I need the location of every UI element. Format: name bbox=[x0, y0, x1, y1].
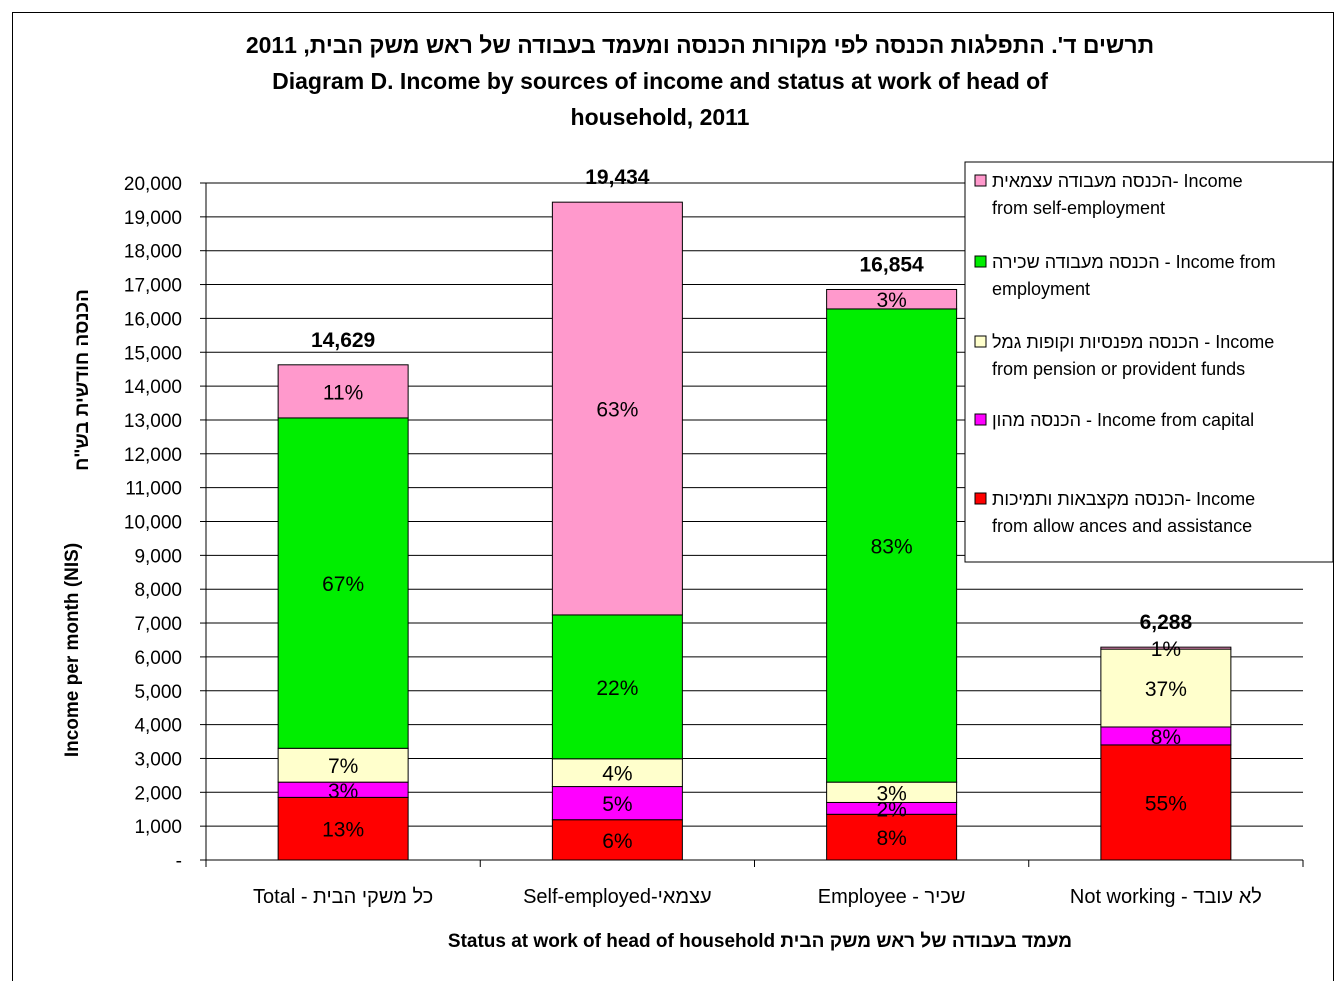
bar-segment bbox=[1100, 646, 1232, 650]
x-category-label: כל משקי הבית - Total bbox=[253, 886, 433, 908]
y-tick-label: 3,000 bbox=[134, 749, 182, 770]
y-tick-label: 8,000 bbox=[134, 580, 182, 601]
bar-segment bbox=[551, 201, 683, 616]
segment-percent-label: 8% bbox=[1151, 726, 1181, 749]
x-axis-categories: כל משקי הבית - Total עצמאי-Self-employed ש… bbox=[253, 886, 1262, 908]
legend-label-line2: from pension or provident funds bbox=[992, 359, 1245, 379]
segment-percent-label: 11% bbox=[323, 381, 363, 404]
segment-percent-label: 13% bbox=[322, 819, 364, 842]
y-tick-label: 14,000 bbox=[124, 377, 182, 398]
segment-percent-label: 3% bbox=[328, 780, 358, 803]
bar-total-label: 6,288 bbox=[1140, 611, 1193, 634]
legend-swatch bbox=[974, 492, 987, 505]
legend-label: הכנסה מעבודה עצמאית- Income bbox=[992, 171, 1243, 191]
y-tick-label: 19,000 bbox=[124, 208, 182, 229]
x-category-label: שכיר - Employee bbox=[818, 886, 966, 908]
segment-percent-label: 3% bbox=[876, 289, 906, 312]
segment-percent-label: 6% bbox=[602, 830, 632, 853]
y-tick-label: 5,000 bbox=[134, 682, 182, 703]
bar-segment bbox=[1100, 744, 1232, 861]
axes bbox=[205, 183, 1304, 867]
y-tick-label: 10,000 bbox=[124, 513, 182, 534]
bar-segment bbox=[277, 364, 409, 419]
legend-swatch bbox=[974, 335, 987, 348]
segment-percent-label: 1% bbox=[1151, 638, 1181, 661]
legend-label: הכנסה מקצבאות ותמיכות- Income bbox=[992, 489, 1255, 509]
bar-segment bbox=[826, 288, 958, 310]
segment-percent-label: 83% bbox=[871, 536, 913, 559]
y-tick-label: 16,000 bbox=[124, 309, 182, 330]
bar-segment bbox=[551, 786, 683, 821]
bar-segment bbox=[1100, 648, 1232, 728]
legend-swatch bbox=[974, 413, 987, 426]
bar-total-label: 19,434 bbox=[585, 166, 650, 189]
segment-percent-label: 22% bbox=[596, 677, 638, 700]
x-category-label: לא עובד - Not working bbox=[1070, 886, 1262, 908]
segment-percent-label: 4% bbox=[602, 763, 632, 786]
legend: הכנסה מעבודה עצמאית- Income from self-emp… bbox=[964, 161, 1334, 563]
y-tick-label: 12,000 bbox=[124, 445, 182, 466]
legend-box bbox=[964, 161, 1334, 563]
segment-percent-label: 63% bbox=[596, 399, 638, 422]
segment-percent-label: 5% bbox=[602, 793, 632, 816]
bar-segment bbox=[277, 417, 409, 749]
legend-label: הכנסה מעבודה שכירה - Income from bbox=[992, 252, 1276, 272]
y-axis-title-english: Income per month (NIS) bbox=[62, 543, 83, 757]
y-tick-label: 6,000 bbox=[134, 648, 182, 669]
bar-segment bbox=[826, 308, 958, 783]
y-tick-label: 4,000 bbox=[134, 716, 182, 737]
y-tick-label: 9,000 bbox=[134, 546, 182, 567]
y-axis-ticks: - 1,000 2,000 3,000 4,000 5,000 6,000 7,000 8,00… bbox=[124, 174, 206, 872]
chart-title-english-line2: household, 2011 bbox=[571, 104, 750, 130]
legend-label-line2: from self-employment bbox=[992, 198, 1165, 218]
legend-label: הכנסה מהון - Income from capital bbox=[992, 410, 1254, 430]
y-tick-label: 18,000 bbox=[124, 242, 182, 263]
x-axis-title: Status at work of head of household מעמד… bbox=[448, 931, 1072, 952]
bar-segment bbox=[277, 747, 409, 783]
segment-percent-label: 8% bbox=[876, 827, 906, 850]
y-tick-label: - bbox=[176, 851, 182, 872]
segment-percent-label: 55% bbox=[1145, 792, 1187, 815]
y-tick-label: 17,000 bbox=[124, 276, 182, 297]
legend-swatch bbox=[974, 174, 987, 187]
legend-label: הכנסה מפנסיות וקופות גמל - Income bbox=[992, 332, 1274, 352]
segment-percent-label: 2% bbox=[876, 798, 906, 821]
legend-label-line2: from allow ances and assistance bbox=[992, 516, 1252, 536]
bar-total-label: 16,854 bbox=[860, 253, 925, 276]
y-tick-label: 20,000 bbox=[124, 174, 182, 195]
segment-percent-label: 3% bbox=[876, 782, 906, 805]
bar-total-label: 14,629 bbox=[311, 329, 375, 352]
legend-swatch bbox=[974, 255, 987, 268]
segment-percent-label: 67% bbox=[322, 573, 364, 596]
chart-title-hebrew: תרשים ד'. התפלגות הכנסה לפי מקורות הכנסה… bbox=[246, 32, 1154, 58]
bar-segment bbox=[551, 614, 683, 760]
bar-segment bbox=[551, 819, 683, 861]
segment-percent-label: 37% bbox=[1145, 678, 1187, 701]
x-category-label: עצמאי-Self-employed bbox=[523, 886, 712, 908]
segment-percent-label: 7% bbox=[328, 755, 358, 778]
chart-title-english-line1: Diagram D. Income by sources of income a… bbox=[272, 68, 1048, 94]
bar-stacks: 13%3%7%67%11%14,6296%5%4%22%63%19,4348%2… bbox=[277, 166, 1232, 861]
y-axis-title-hebrew: הכנסה חודשית בש"ח bbox=[72, 289, 93, 471]
y-tick-label: 15,000 bbox=[124, 343, 182, 364]
bar-segment bbox=[826, 813, 958, 861]
legend-label-line2: employment bbox=[992, 279, 1090, 299]
y-tick-label: 7,000 bbox=[134, 614, 182, 635]
y-tick-label: 1,000 bbox=[134, 817, 182, 838]
y-tick-label: 13,000 bbox=[124, 411, 182, 432]
y-tick-label: 2,000 bbox=[134, 783, 182, 804]
bar-segment bbox=[551, 758, 683, 788]
y-tick-label: 11,000 bbox=[125, 479, 182, 500]
